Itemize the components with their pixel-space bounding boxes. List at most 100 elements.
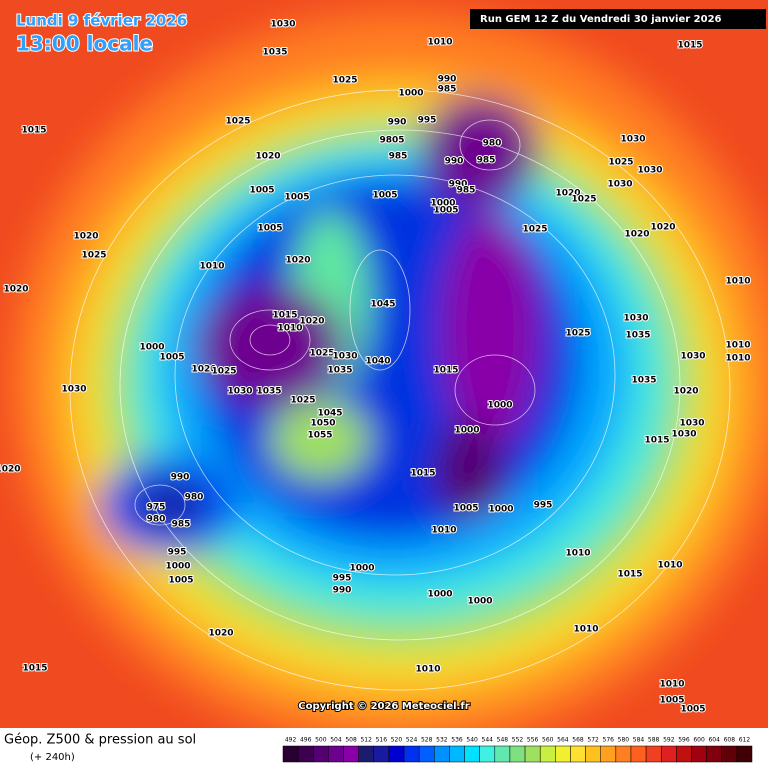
isobar-label: 1010 <box>725 354 750 364</box>
isobar-label: 1030 <box>332 352 357 362</box>
isobar-label: 1025 <box>608 158 633 168</box>
isobar-label: 1020 <box>3 285 28 295</box>
scale-swatch <box>539 745 556 763</box>
scale-swatch <box>449 745 465 763</box>
isobar-label: 995 <box>333 574 352 584</box>
isobar-label: 1020 <box>555 189 580 199</box>
scale-label: 512 <box>360 737 372 744</box>
scale-label: 564 <box>557 737 569 744</box>
isobar-label: 990 <box>388 118 407 128</box>
isobar-label: 1020 <box>208 629 233 639</box>
isobar-label: 980 <box>483 139 502 149</box>
scale-label: 500 <box>315 737 327 744</box>
scale-swatch <box>403 745 420 763</box>
isobar-label: 1010 <box>415 665 440 675</box>
isobar-label: 1035 <box>625 331 650 341</box>
scale-label: 516 <box>376 737 388 744</box>
scale-label: 552 <box>512 737 524 744</box>
isobar-label: 1025 <box>332 76 357 86</box>
isobar-label: 1020 <box>624 230 649 240</box>
isobar-label: 1000 <box>165 562 190 572</box>
isobar-label: 1010 <box>565 549 590 559</box>
isobar-label: 1020 <box>73 232 98 242</box>
isobar-label: 1035 <box>631 376 656 386</box>
isobar-label: 1035 <box>327 366 352 376</box>
scale-label: 604 <box>708 737 720 744</box>
isobar-label: 1035 <box>262 48 287 58</box>
isobar-label: 1015 <box>617 570 642 580</box>
color-scale: 492 496 500 504 508 512 516 520 524 528 532 536 540 5… <box>282 737 753 763</box>
isobar-label: 1030 <box>607 180 632 190</box>
isobar-label: 990 <box>449 180 468 190</box>
scale-swatch <box>570 745 586 763</box>
isobar-label: 995 <box>534 501 553 511</box>
isobar-label: 1015 <box>22 664 47 674</box>
isobar-label: 1030 <box>671 430 696 440</box>
isobar-label: 1025 <box>565 329 590 339</box>
isobar-label: 985 <box>389 152 408 162</box>
isobar-label: 1005 <box>680 705 705 715</box>
scale-swatch <box>297 745 314 763</box>
scale-label: 572 <box>587 737 599 744</box>
isobar-label: 1000 <box>487 401 512 411</box>
scale-label: 612 <box>739 737 751 744</box>
isobar-label: 1030 <box>227 387 252 397</box>
scale-label: 608 <box>724 737 736 744</box>
scale-label: 600 <box>693 737 705 744</box>
isobar-label: 1020 <box>0 465 21 475</box>
isobar-label: 1025 <box>522 225 547 235</box>
scale-label: 584 <box>633 737 645 744</box>
isobar-label: 1005 <box>433 206 458 216</box>
scale-swatch <box>328 745 344 763</box>
isobar-label: 980 <box>185 493 204 503</box>
isobar-label: 985 <box>457 186 476 196</box>
scale-label: 524 <box>406 737 418 744</box>
scale-swatch <box>373 745 390 763</box>
isobar-label: 1010 <box>657 561 682 571</box>
z500-field <box>10 10 768 750</box>
isobar-label: 1025 <box>81 251 106 261</box>
local-time: 13:00 locale <box>16 32 153 56</box>
isobar-label: 1020 <box>650 223 675 233</box>
isobar-label: 1030 <box>679 419 704 429</box>
isobar-label: 1035 <box>256 387 281 397</box>
isobar-label: 1005 <box>249 186 274 196</box>
isobar-label: 985 <box>477 156 496 166</box>
isobar-label: 1010 <box>277 324 302 334</box>
scale-swatch <box>676 745 692 763</box>
isobar-label: 1050 <box>310 419 335 429</box>
isobar-label: 1020 <box>285 256 310 266</box>
scale-swatch <box>479 745 496 763</box>
scale-swatch <box>313 745 329 763</box>
isobar-label: 1000 <box>430 199 455 209</box>
isobar-label: 990 <box>445 157 464 167</box>
scale-label: 508 <box>345 737 357 744</box>
isobar-label: 1005 <box>168 576 193 586</box>
scale-swatch <box>615 745 632 763</box>
scale-label: 504 <box>330 737 342 744</box>
isobar-label: 1025 <box>571 195 596 205</box>
isobar-label: 1005 <box>159 353 184 363</box>
scale-swatch <box>494 745 511 763</box>
isobar-label: 1015 <box>272 311 297 321</box>
isobar-label: 1020 <box>255 152 280 162</box>
isobar-label: 995 <box>168 548 187 558</box>
scale-swatch <box>388 745 405 763</box>
isobar-label: 1020 <box>673 387 698 397</box>
isobar-label: 9805 <box>379 136 404 146</box>
scale-label: 576 <box>603 737 615 744</box>
isobar-label: 975 <box>147 503 166 513</box>
date: Lundi 9 février 2026 <box>16 12 187 30</box>
scale-swatch <box>645 745 662 763</box>
lead-time: (+ 240h) <box>30 752 75 763</box>
isobar-label: 1015 <box>21 126 46 136</box>
scale-label: 520 <box>391 737 403 744</box>
scale-swatch <box>600 745 617 763</box>
isobar-label: 1005 <box>453 504 478 514</box>
isobar-label: 1005 <box>257 224 282 234</box>
scale-swatch <box>721 745 738 763</box>
scale-swatch <box>691 745 707 763</box>
scale-swatch <box>358 745 375 763</box>
isobar-label: 1025 <box>309 349 334 359</box>
